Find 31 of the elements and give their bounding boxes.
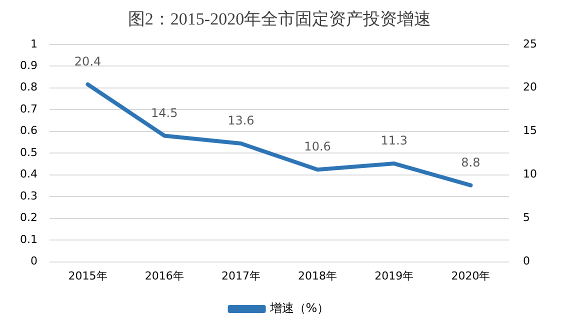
y-tick-label: 0.1	[20, 232, 38, 246]
x-tick-label: 2020年	[451, 269, 490, 282]
x-tick-label: 2015年	[68, 269, 108, 282]
legend-label: 增速（%）	[268, 301, 330, 316]
y2-tick-label: 15	[523, 124, 538, 138]
data-label: 20.4	[74, 54, 102, 69]
x-tick-label: 2019年	[374, 269, 414, 282]
x-tick-label: 2018年	[298, 269, 338, 282]
y-tick-label: 0.9	[20, 59, 38, 72]
y-tick-label: 0.4	[20, 168, 38, 181]
data-label: 13.6	[228, 114, 254, 128]
data-label: 8.8	[461, 155, 480, 170]
y2-tick-label: 5	[523, 211, 530, 224]
data-label: 11.3	[380, 134, 408, 148]
x-tick-label: 2016年	[144, 269, 184, 282]
y2-tick-label: 20	[523, 80, 538, 94]
y-tick-label: 0.2	[20, 211, 38, 224]
y-tick-label: 0.8	[20, 80, 38, 94]
y-tick-label: 0.3	[20, 189, 38, 202]
y-tick-label: 0.6	[20, 124, 38, 138]
chart-title: 图2：2015-2020年全市固定资产投资增速	[128, 10, 432, 29]
y-tick-label: 0.7	[20, 102, 38, 116]
y2-tick-label: 25	[523, 37, 538, 50]
x-tick-label: 2017年	[221, 269, 260, 282]
y-tick-label: 0	[30, 254, 38, 268]
y-tick-label: 0.5	[20, 146, 38, 159]
data-label: 10.6	[304, 140, 331, 154]
y2-tick-label: 0	[523, 254, 530, 268]
data-label: 14.5	[151, 106, 178, 120]
y-tick-label: 1	[30, 37, 38, 50]
y2-tick-label: 10	[523, 168, 538, 181]
